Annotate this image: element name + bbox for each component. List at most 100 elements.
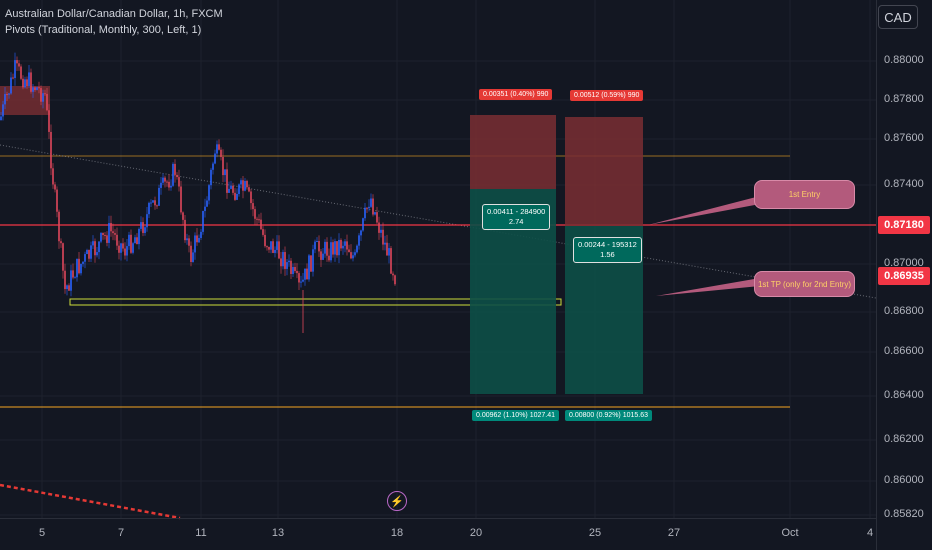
candle-body (4, 94, 6, 105)
currency-button[interactable]: CAD (878, 5, 918, 29)
candle-body (48, 110, 50, 132)
candle-body (170, 185, 172, 188)
candle-body (328, 255, 330, 261)
level-price-tag: 0.87180 (878, 216, 930, 234)
candle-body (64, 270, 66, 290)
position-left-ratio-label: 0.00411 - 284900 2.74 (482, 204, 551, 230)
candle-body (110, 222, 112, 232)
candle-body (214, 153, 216, 164)
candle-body (332, 242, 334, 255)
candle-body (376, 212, 378, 223)
position-right-ratio-line1: 0.00244 - 195312 (578, 240, 637, 249)
candle-body (174, 163, 176, 175)
candle-body (234, 192, 236, 200)
candle-body (148, 202, 150, 215)
candle-body (154, 200, 156, 206)
time-tick-label: 4 (866, 527, 874, 539)
candle-body (238, 184, 240, 194)
position-right-stop-zone[interactable] (565, 117, 643, 226)
price-tick-label: 0.87600 (884, 132, 924, 144)
trend-line[interactable] (0, 144, 877, 299)
candle-body (126, 246, 128, 256)
candle-body (108, 222, 110, 243)
candle-body (136, 237, 138, 245)
candle-body (388, 248, 390, 256)
time-tick-label: 7 (117, 527, 125, 539)
candle-body (180, 186, 182, 213)
candle-body (160, 182, 162, 188)
candle-body (316, 241, 318, 243)
candle-body (92, 241, 94, 246)
candle-body (236, 193, 238, 200)
candle-body (190, 245, 192, 263)
candle-body (340, 239, 342, 249)
candle-body (268, 247, 270, 250)
candle-body (266, 246, 268, 248)
candle-body (344, 241, 346, 246)
candle-body (130, 234, 132, 253)
candle-body (230, 185, 232, 189)
time-tick-label: 20 (469, 527, 483, 539)
candle-body (162, 177, 164, 183)
candle-body (352, 255, 354, 259)
callout-tp-pointer (656, 278, 760, 296)
candle-body (342, 245, 344, 249)
candle-body (114, 233, 116, 235)
candle-body (384, 242, 386, 245)
candle-body (300, 281, 302, 283)
candle-body (134, 237, 136, 244)
candle-body (168, 181, 170, 188)
candle-body (370, 198, 372, 207)
candle-body (2, 104, 4, 117)
candle-body (216, 144, 218, 154)
candle-body (40, 88, 42, 102)
time-scale-separator (0, 518, 876, 519)
callout-first-tp[interactable]: 1st TP (only for 2nd Entry) (754, 271, 855, 297)
candle-body (272, 241, 274, 253)
candle-body (218, 144, 220, 150)
candle-body (128, 234, 130, 247)
time-tick-label: 27 (667, 527, 681, 539)
candle-body (78, 258, 80, 274)
callout-first-entry[interactable]: 1st Entry (754, 180, 855, 209)
trend-line-red-dashed[interactable] (0, 483, 181, 520)
candle-body (100, 232, 102, 242)
candle-body (258, 219, 260, 221)
candle-body (118, 245, 120, 253)
candle-body (152, 200, 154, 203)
candle-body (364, 207, 366, 219)
candle-body (390, 248, 392, 274)
candle-body (228, 188, 230, 193)
candle-body (56, 189, 58, 212)
candle-body (88, 250, 90, 259)
candle-body (320, 251, 322, 260)
candle-body (220, 149, 222, 157)
candle-body (28, 72, 30, 87)
candle-body (200, 231, 202, 239)
candle-body (26, 79, 28, 87)
price-tick-label: 0.87800 (884, 93, 924, 105)
candle-body (324, 241, 326, 254)
candle-body (256, 218, 258, 220)
candle-body (318, 241, 320, 252)
candle-body (66, 285, 68, 290)
lightning-bolt-icon[interactable]: ⚡ (387, 491, 407, 511)
candle-body (184, 219, 186, 241)
candle-body (244, 180, 246, 191)
candle-body (392, 273, 394, 276)
symbol-title[interactable]: Australian Dollar/Canadian Dollar, 1h, F… (5, 8, 223, 20)
support-zone[interactable] (69, 298, 562, 306)
candle-body (86, 250, 88, 255)
chart-grid (0, 0, 876, 518)
indicator-title[interactable]: Pivots (Traditional, Monthly, 300, Left,… (5, 24, 202, 36)
candle-body (186, 238, 188, 241)
candle-body (164, 177, 166, 182)
candle-body (212, 163, 214, 170)
candle-body (210, 169, 212, 186)
price-scale-separator (876, 0, 877, 550)
candle-body (8, 93, 10, 95)
candle-body (380, 229, 382, 233)
price-tick-label: 0.86400 (884, 389, 924, 401)
position-left-stop-zone[interactable] (470, 115, 556, 189)
candle-body (202, 211, 204, 232)
